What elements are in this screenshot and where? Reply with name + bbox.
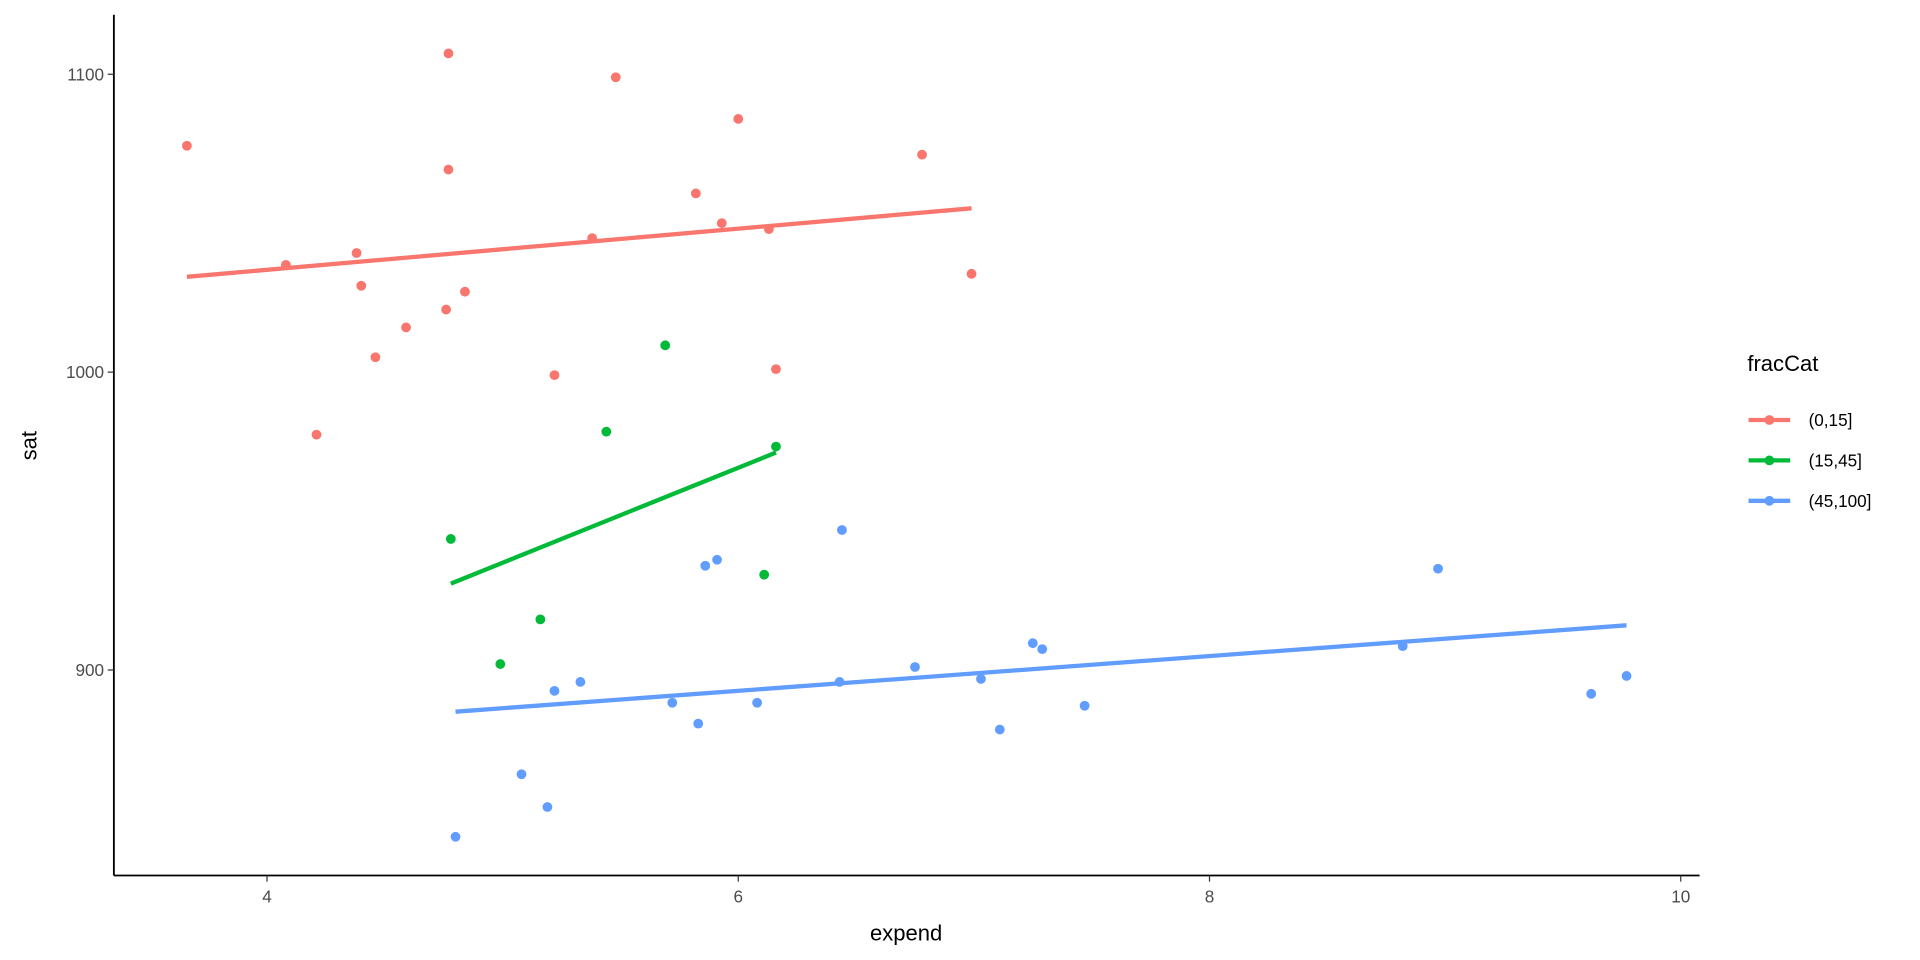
y-tick-label: 900: [76, 660, 105, 680]
data-point: [1433, 563, 1443, 574]
data-point: [535, 614, 546, 625]
data-point: [759, 569, 770, 580]
data-point: [351, 248, 362, 258]
data-point: [1027, 638, 1038, 649]
legend-label: (0,15]: [1809, 410, 1853, 430]
y-axis-label: sat: [17, 431, 42, 460]
data-point: [549, 685, 560, 696]
data-point: [441, 304, 451, 315]
data-point: [450, 831, 461, 842]
data-point: [549, 370, 560, 381]
data-point: [994, 724, 1005, 735]
legend-key-point: [1764, 495, 1775, 506]
data-point: [1037, 644, 1048, 655]
data-point: [771, 364, 781, 375]
data-point: [1079, 700, 1090, 711]
data-point: [700, 560, 711, 571]
data-point: [712, 554, 722, 565]
data-point: [356, 280, 367, 291]
x-tick-label: 4: [262, 886, 272, 906]
data-point: [601, 426, 612, 437]
data-point: [401, 322, 411, 333]
legend-key-point: [1764, 415, 1775, 425]
x-axis-label: expend: [870, 920, 942, 945]
data-point: [716, 218, 727, 229]
data-point: [667, 697, 678, 708]
fit-line: [186, 206, 972, 279]
data-point: [690, 188, 701, 199]
data-point: [495, 659, 506, 669]
data-point: [443, 48, 454, 59]
data-point: [910, 662, 920, 672]
data-point: [460, 286, 470, 297]
data-point: [516, 769, 527, 780]
data-point: [1621, 671, 1632, 681]
data-point: [443, 164, 454, 175]
y-tick-label: 1000: [66, 362, 104, 382]
legend-label: (45,100]: [1809, 491, 1872, 511]
data-point: [917, 149, 927, 160]
data-point: [966, 268, 977, 279]
y-tick-label: 1100: [67, 64, 104, 84]
x-tick-label: 6: [734, 886, 744, 906]
axis-ticks: 4 6 8 10 900 1000 1100: [66, 64, 1690, 906]
data-point: [660, 340, 671, 351]
data-point: [370, 352, 381, 363]
data-point: [542, 802, 553, 812]
legend-label: (15,45]: [1809, 451, 1862, 471]
x-tick-label: 10: [1671, 886, 1690, 906]
legend-key-point: [1764, 455, 1775, 466]
data-point: [771, 441, 781, 452]
legend-title: fracCat: [1747, 351, 1818, 376]
data-point: [693, 718, 704, 729]
fit-line: [450, 450, 777, 586]
data-point: [976, 674, 986, 684]
data-point: [610, 72, 621, 83]
fit-line: [455, 623, 1627, 714]
data-point: [733, 114, 744, 124]
data-point: [1586, 688, 1597, 699]
data-point: [752, 697, 763, 708]
plot-area: [182, 48, 1632, 842]
data-point: [575, 677, 586, 687]
data-point: [311, 429, 322, 440]
x-tick-label: 8: [1205, 886, 1215, 906]
data-point: [182, 140, 192, 151]
data-point: [837, 525, 847, 535]
legend: fracCat (0,15] (15,45] (45,100]: [1747, 351, 1871, 511]
data-point: [445, 534, 456, 544]
